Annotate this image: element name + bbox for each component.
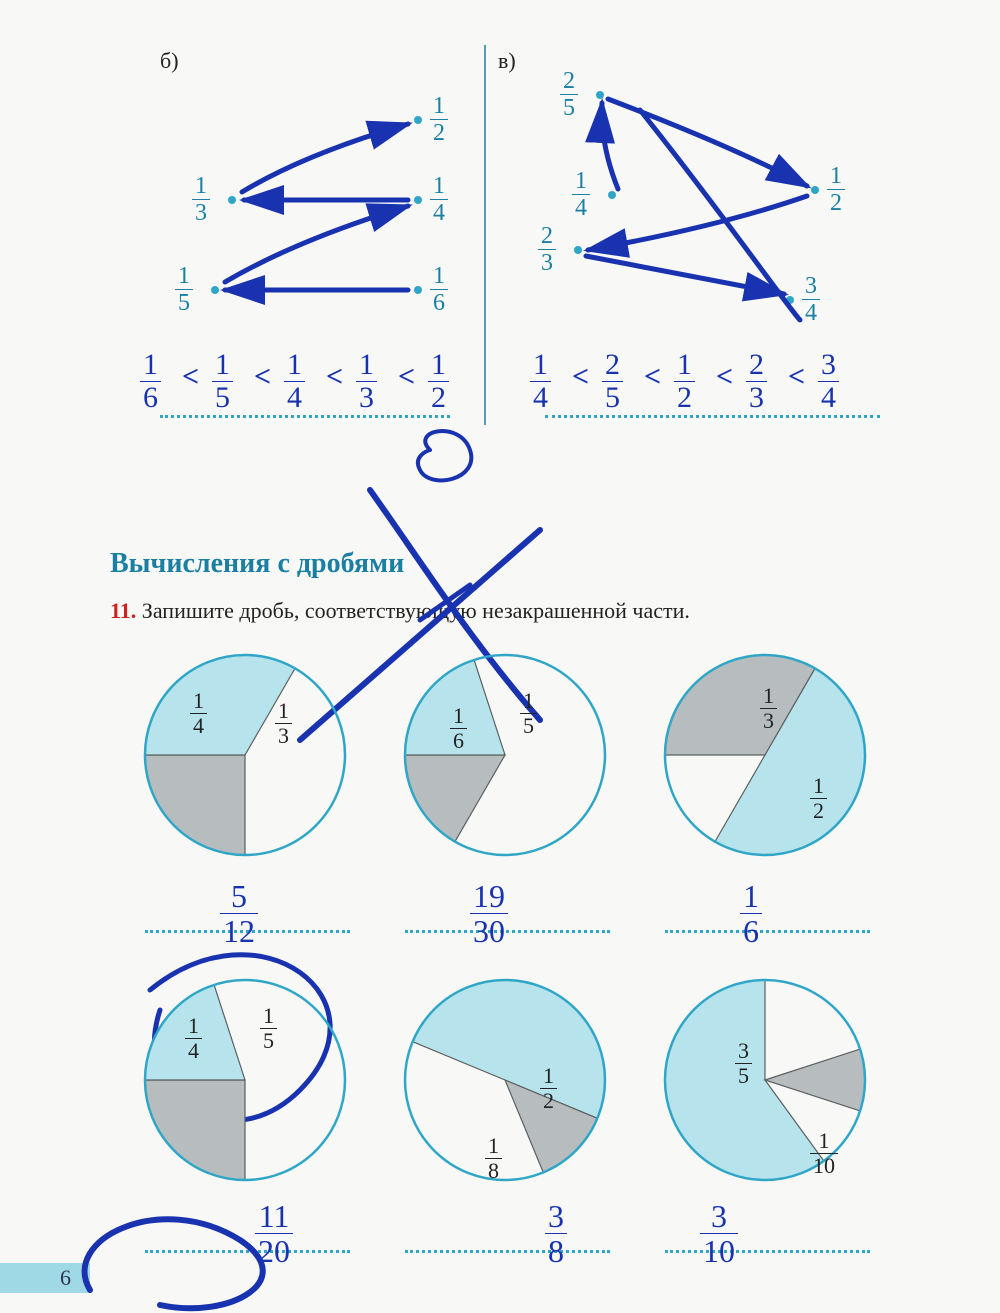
less-than-sign: < [182,360,199,394]
page: б) в) Вычисления с дробями 11. Запишите … [0,0,1000,1313]
problem-number: 11. [110,598,136,623]
handwritten-fraction: 12 [674,350,695,413]
handwritten-answer: 38 [545,1200,567,1267]
pie-sector-label: 13 [275,700,292,747]
handwritten-fraction: 23 [746,350,767,413]
point-fraction: 14 [430,174,448,225]
pie-sector-label: 35 [735,1040,752,1087]
less-than-sign: < [254,360,271,394]
answer-line-pie-4 [145,1250,350,1253]
page-number-bg [0,1263,90,1293]
handwritten-fraction: 12 [428,350,449,413]
answer-line-pie-3 [665,930,870,933]
handwritten-fraction: 16 [140,350,161,413]
handwritten-answer: 310 [700,1200,738,1267]
answer-line-pie-5 [405,1250,610,1253]
part-label-v: в) [498,48,516,74]
problem-text: Запишите дробь, соответствующую незакраш… [142,598,690,623]
pie-sector-label: 15 [520,690,537,737]
point-fraction: 16 [430,264,448,315]
less-than-sign: < [716,360,733,394]
part-label-b: б) [160,48,179,74]
point-fraction: 25 [560,69,578,120]
point-fraction: 23 [538,224,556,275]
pie-sector-label: 18 [485,1135,502,1182]
handwritten-answer: 512 [220,880,258,947]
answer-line-v [545,415,880,418]
handwritten-fraction: 14 [284,350,305,413]
handwritten-answer: 1120 [255,1200,293,1267]
pie-sector-label: 15 [260,1005,277,1052]
less-than-sign: < [398,360,415,394]
less-than-sign: < [644,360,661,394]
less-than-sign: < [572,360,589,394]
handwritten-answer: 1930 [470,880,508,947]
problem-11: 11. Запишите дробь, соответствующую неза… [110,598,690,624]
handwritten-fraction: 14 [530,350,551,413]
less-than-sign: < [788,360,805,394]
pie-sector-label: 14 [190,690,207,737]
point-fraction: 12 [827,164,845,215]
pie-sector-label: 110 [810,1130,838,1177]
pie-sector-label: 13 [760,685,777,732]
point-fraction: 14 [572,169,590,220]
handwritten-fraction: 25 [602,350,623,413]
page-number: 6 [60,1265,71,1291]
point-fraction: 34 [802,274,820,325]
pie-sector-label: 16 [450,705,467,752]
pie-sector-label: 14 [185,1015,202,1062]
point-fraction: 13 [192,174,210,225]
answer-line-pie-6 [665,1250,870,1253]
pie-sector-label: 12 [540,1065,557,1112]
point-fraction: 15 [175,264,193,315]
handwritten-answer: 16 [740,880,762,947]
point-fraction: 12 [430,94,448,145]
handwritten-fraction: 13 [356,350,377,413]
handwritten-fraction: 15 [212,350,233,413]
section-title: Вычисления с дробями [110,548,404,580]
handwritten-fraction: 34 [818,350,839,413]
less-than-sign: < [326,360,343,394]
pie-sector-label: 12 [810,775,827,822]
answer-line-b [160,415,450,418]
drawing-overlay [0,0,1000,1313]
